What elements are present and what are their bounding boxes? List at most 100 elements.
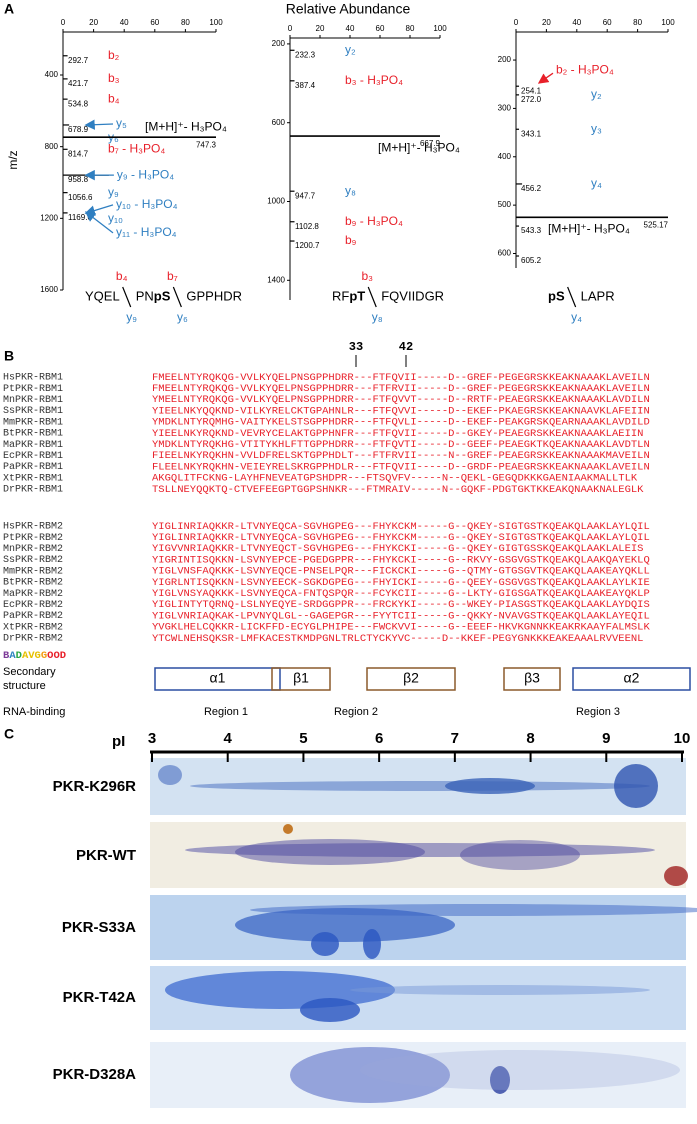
sample-label: PKR-K296R xyxy=(53,778,137,795)
aligned-sequence: YMDKLNTYRQKHG-VTITYKHLFTTGPPHDRR---FTFQV… xyxy=(152,439,650,451)
y-tick-label: 400 xyxy=(498,152,512,161)
ion-label: y₂ xyxy=(345,42,356,56)
peak-label: 254.1 xyxy=(521,86,542,95)
panel-label: B xyxy=(4,348,14,364)
aligned-sequence: YIGLVNRIAQKAK-LPVNYQLGL--GAGEPGR---FYYTC… xyxy=(152,610,650,622)
x-tick-label: 0 xyxy=(288,24,293,33)
cleavage-mark xyxy=(172,286,182,308)
sample-label: PKR-D328A xyxy=(53,1066,137,1083)
y-tick-label: 1400 xyxy=(267,275,285,284)
ion-label: y₉ - H₃PO₄ xyxy=(117,167,174,181)
panel-label: A xyxy=(4,1,14,17)
species-name: MaPKR-RBM1 xyxy=(3,440,63,451)
color-key-part: D xyxy=(16,650,22,662)
axis-title: pI xyxy=(112,733,125,750)
peptide-residues: RF xyxy=(332,288,349,303)
peptide-residues: PN xyxy=(136,288,154,303)
x-tick-label: 20 xyxy=(316,24,325,33)
y-ion-label: y₄ xyxy=(571,310,582,324)
y-tick-label: 1600 xyxy=(40,285,58,294)
region-label: Region 1 xyxy=(204,706,248,718)
species-name: MnPKR-RBM1 xyxy=(3,395,63,406)
peak-label: 1169.6 xyxy=(68,213,92,222)
structure-label: α2 xyxy=(624,670,640,686)
y-tick-label: 600 xyxy=(498,249,512,258)
structure-box xyxy=(271,667,331,691)
species-name: XtPKR-RBM2 xyxy=(3,622,63,633)
aligned-sequence: YIGRINTISQKKN-LSVNYEPCE-PGEDGPPR---FHYKC… xyxy=(152,554,650,566)
peak-label: 421.7 xyxy=(68,79,89,88)
aligned-sequence: YIGLVNSFAQKKK-LSVNYEQCE-PNSELPQR---FICKC… xyxy=(152,566,650,578)
x-tick-label: 40 xyxy=(572,18,581,27)
species-name: BtPKR-RBM1 xyxy=(3,429,63,440)
peak-label: 678.9 xyxy=(68,125,89,134)
sample-label: PKR-S33A xyxy=(62,919,136,936)
ion-label: b₂ - H₃PO₄ xyxy=(556,62,614,76)
peak-label: 292.7 xyxy=(68,56,89,65)
aligned-sequence: YVGKLHELCQKKR-LICKFFD-ECYGLPHIPE---FWCKV… xyxy=(152,622,650,634)
species-name: PtPKR-RBM2 xyxy=(3,533,63,544)
pi-tick-label: 7 xyxy=(451,730,459,747)
y-tick-label: 800 xyxy=(45,142,59,151)
ion-label: y₁₁ - H₃PO₄ xyxy=(116,225,177,239)
gel-spot xyxy=(283,824,293,834)
aligned-sequence: YIGLINRIAQKKR-LTVNYEQCA-SGVHGPEG---FHYKC… xyxy=(152,532,650,544)
region-label: Region 3 xyxy=(576,706,620,718)
gel-spot xyxy=(445,778,535,794)
species-name: XtPKR-RBM1 xyxy=(3,473,63,484)
aligned-sequence: YIEELNKYRQKND-VEVRYCELAKTGPPHNFR---FTFQV… xyxy=(152,428,643,440)
ion-arrow xyxy=(537,72,554,84)
cleavage-mark xyxy=(367,286,377,308)
gel-spot xyxy=(290,1047,450,1103)
pi-tick-label: 5 xyxy=(299,730,307,747)
species-name: HsPKR-RBM1 xyxy=(3,373,63,384)
gel-spot xyxy=(190,781,650,791)
peak-label: 605.2 xyxy=(521,256,542,265)
x-tick-label: 40 xyxy=(346,24,355,33)
y-ion-label: y₉ xyxy=(126,310,137,324)
peptide-residues: GPPHDR xyxy=(186,288,242,303)
x-tick-label: 80 xyxy=(633,18,642,27)
color-key-part: OOD xyxy=(47,650,66,662)
ion-label: y₉ xyxy=(108,185,119,199)
ion-label: y₃ xyxy=(591,121,602,135)
color-key-part: AVG xyxy=(22,650,41,662)
pi-tick-label: 3 xyxy=(148,730,156,747)
color-key-part: A xyxy=(9,650,16,662)
pi-tick-label: 6 xyxy=(375,730,383,747)
sample-label: PKR-T42A xyxy=(63,989,137,1006)
aligned-sequence: YMEELNTYRQKQG-VVLKYQELPNSGPPHDRR---FTFQV… xyxy=(152,394,650,406)
aligned-sequence: YIGVVNRIAQKKR-LTVNYEQCT-SGVHGPEG---FHYKC… xyxy=(152,543,643,555)
y-axis-title: m/z xyxy=(6,150,20,169)
y-tick-label: 300 xyxy=(498,104,512,113)
peptide-residues: FQVIIDGR xyxy=(381,288,444,303)
species-name: EcPKR-RBM2 xyxy=(3,600,63,611)
peak-label: 1102.8 xyxy=(295,222,319,231)
color-key-part: B xyxy=(3,650,10,662)
rna-binding-title: RNA-binding xyxy=(3,706,65,718)
peak-label: 814.7 xyxy=(68,149,89,158)
peptide-residues: pT xyxy=(349,288,365,303)
b-ion-label: b₇ xyxy=(167,269,178,283)
gel-spot xyxy=(350,985,650,995)
aligned-sequence: YIGLINTYTQRNQ-LSLNYEQYE-SRDGGPPR---FRCKY… xyxy=(152,599,650,611)
cleavage-mark xyxy=(122,286,132,308)
species-name: PtPKR-RBM1 xyxy=(3,384,63,395)
region-label: Region 2 xyxy=(334,706,378,718)
x-tick-label: 80 xyxy=(406,24,415,33)
ion-label: y₈ xyxy=(345,183,356,197)
residue-number: 33 xyxy=(349,340,363,354)
ion-label: y₁₀ - H₃PO₄ xyxy=(116,197,178,211)
aligned-sequence: YTCWLNEHSQKSR-LMFKACESTKMDPGNLTRLCTYCKYV… xyxy=(152,633,643,645)
ion-label: b₃ - H₃PO₄ xyxy=(345,73,403,87)
y-tick-label: 400 xyxy=(45,70,59,79)
peak-label: 1056.6 xyxy=(68,193,93,202)
ion-label: y₂ xyxy=(591,87,602,101)
gel-spot xyxy=(235,839,425,865)
gel-spot xyxy=(490,1066,510,1094)
gel-spot xyxy=(664,866,688,886)
peptide-residues: pS xyxy=(548,288,565,303)
aligned-sequence: AKGQLITFCKNG-LAYHFNEVEATGPSHDPR---FTSQVF… xyxy=(152,473,638,485)
ion-label: y₅ xyxy=(116,116,127,130)
